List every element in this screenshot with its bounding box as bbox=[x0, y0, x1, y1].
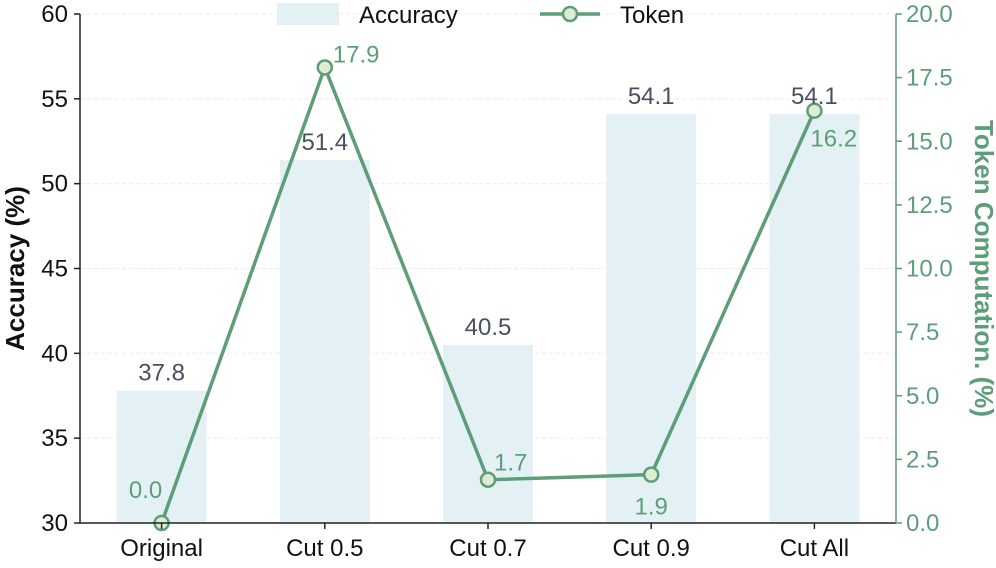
legend-label-accuracy: Accuracy bbox=[359, 2, 458, 29]
right-tick-label: 15.0 bbox=[906, 128, 953, 155]
right-tick-label: 10.0 bbox=[906, 256, 953, 283]
legend-label-token: Token bbox=[620, 2, 684, 29]
left-tick-label: 60 bbox=[41, 1, 68, 28]
accuracy-bar bbox=[279, 159, 370, 523]
left-tick-label: 40 bbox=[41, 340, 68, 367]
right-tick-label: 20.0 bbox=[906, 1, 953, 28]
x-tick-label: Cut All bbox=[780, 535, 849, 562]
right-tick-label: 2.5 bbox=[906, 446, 939, 473]
line-series bbox=[153, 59, 823, 532]
token-data-label: 1.9 bbox=[635, 494, 668, 521]
token-marker bbox=[806, 102, 823, 119]
token-marker bbox=[642, 466, 660, 483]
token-marker bbox=[479, 471, 497, 488]
accuracy-data-label: 37.8 bbox=[138, 360, 185, 387]
right-tick-label: 17.5 bbox=[906, 65, 953, 92]
left-tick-label: 50 bbox=[41, 171, 68, 198]
x-tick-label: Cut 0.7 bbox=[449, 535, 526, 562]
right-tick-label: 0.0 bbox=[906, 510, 939, 537]
data-labels: 37.8 51.4 40.5 54.1 54.1 0.0 17.9 1.7 1.9 16.2 bbox=[129, 41, 857, 520]
left-tick-label: 30 bbox=[41, 510, 68, 537]
x-tick-label: Cut 0.5 bbox=[286, 535, 363, 562]
left-axis-title: Accuracy (%) bbox=[0, 186, 30, 351]
accuracy-bar bbox=[443, 344, 533, 523]
left-tick-label: 45 bbox=[41, 256, 68, 283]
accuracy-data-label: 51.4 bbox=[301, 129, 348, 156]
accuracy-bar bbox=[606, 114, 697, 523]
right-axis-title: Token Computation. (%) bbox=[969, 120, 996, 417]
bar-series bbox=[116, 114, 860, 523]
right-tick-label: 12.5 bbox=[906, 192, 953, 219]
x-tick-label: Cut 0.9 bbox=[613, 535, 690, 562]
x-tick-label: Original bbox=[120, 535, 203, 562]
accuracy-bar bbox=[769, 114, 860, 523]
legend-marker-token bbox=[561, 5, 579, 23]
accuracy-bar bbox=[116, 390, 207, 523]
token-data-label: 16.2 bbox=[810, 126, 857, 153]
legend: Accuracy Token bbox=[277, 2, 684, 29]
right-tick-label: 5.0 bbox=[906, 383, 939, 410]
accuracy-data-label: 54.1 bbox=[791, 83, 838, 110]
token-data-label: 17.9 bbox=[333, 41, 380, 68]
accuracy-data-label: 54.1 bbox=[628, 83, 675, 110]
accuracy-data-label: 40.5 bbox=[465, 314, 512, 341]
token-marker bbox=[316, 59, 334, 76]
left-tick-label: 35 bbox=[41, 425, 68, 452]
token-data-label: 1.7 bbox=[494, 450, 527, 477]
legend-swatch-accuracy bbox=[277, 3, 339, 25]
token-data-label: 0.0 bbox=[129, 477, 162, 504]
right-tick-label: 7.5 bbox=[906, 319, 939, 346]
left-tick-label: 55 bbox=[41, 86, 68, 113]
